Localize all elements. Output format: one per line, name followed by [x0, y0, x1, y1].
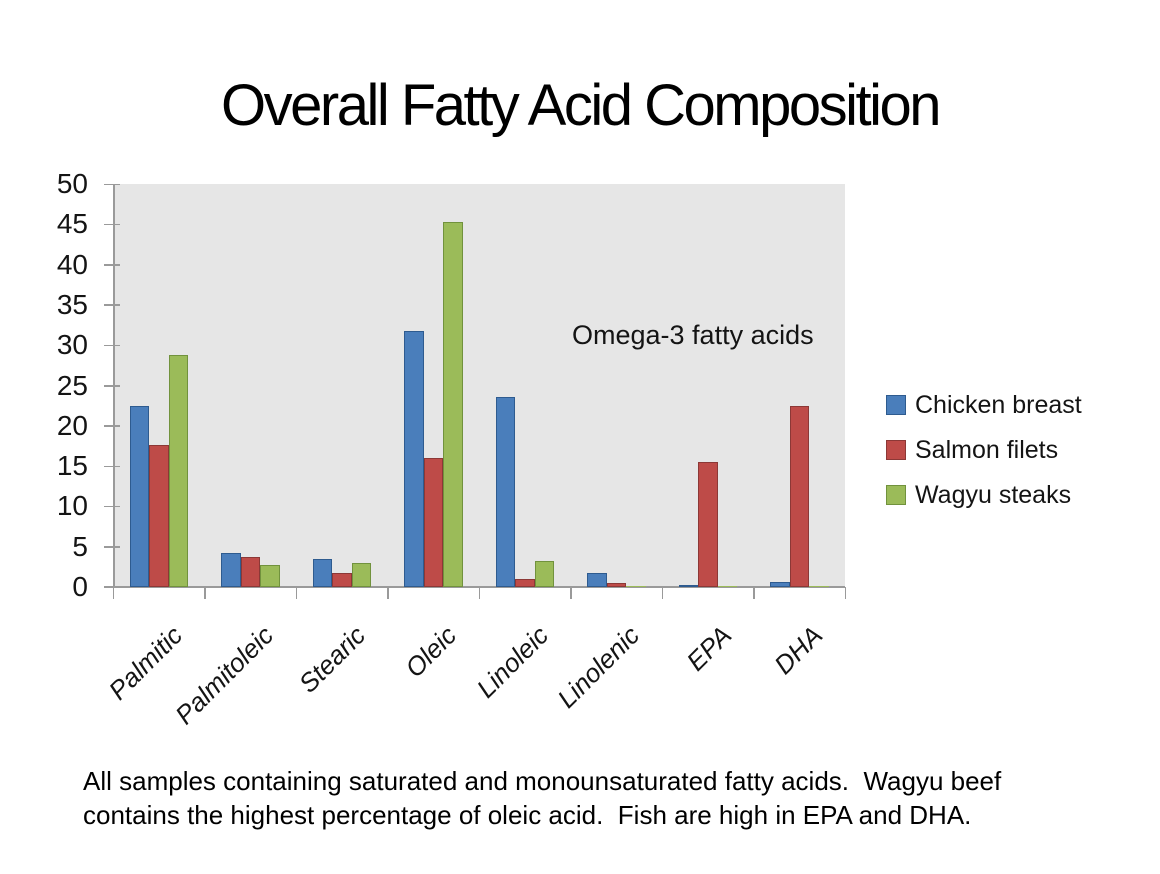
x-tick	[844, 587, 846, 599]
x-tick	[387, 587, 389, 599]
bar	[443, 221, 463, 587]
chart-title: Overall Fatty Acid Composition	[221, 73, 941, 138]
caption-line-2: contains the highest percentage of oleic…	[83, 800, 972, 830]
y-tick	[104, 183, 120, 185]
bar	[717, 586, 737, 587]
y-tick	[104, 264, 120, 266]
bar	[404, 330, 424, 587]
bar	[789, 405, 809, 587]
bar	[260, 565, 280, 587]
bar	[221, 553, 241, 587]
caption-line-1: All samples containing saturated and mon…	[83, 766, 1002, 796]
bar	[678, 584, 698, 587]
y-tick-label: 25	[56, 369, 88, 401]
legend-swatch	[886, 485, 906, 505]
bar	[515, 578, 535, 587]
x-tick	[753, 587, 755, 599]
bar	[129, 405, 149, 587]
bar	[240, 557, 260, 587]
x-tick	[112, 587, 114, 599]
bar	[495, 396, 515, 587]
y-tick	[104, 425, 120, 427]
legend-label: Wagyu steaks	[915, 480, 1072, 509]
x-tick	[570, 587, 572, 599]
y-tick-label: 5	[72, 530, 88, 562]
y-tick-label: 50	[56, 168, 88, 199]
y-tick-label: 20	[56, 409, 88, 441]
y-tick	[104, 385, 120, 387]
bar	[606, 582, 626, 587]
plot-area	[113, 184, 845, 587]
annotation-omega3: Omega-3 fatty acids	[572, 320, 814, 350]
legend-label: Chicken breast	[915, 390, 1082, 419]
y-tick	[104, 344, 120, 347]
x-tick	[204, 587, 206, 599]
bar	[698, 462, 718, 587]
legend-item: Salmon filets	[886, 435, 1082, 464]
x-tick	[661, 587, 663, 599]
y-tick-label: 15	[56, 450, 88, 482]
bar	[312, 558, 332, 587]
legend-item: Chicken breast	[886, 390, 1082, 419]
x-tick	[478, 587, 480, 599]
bar	[626, 586, 646, 587]
y-tick-label: 30	[56, 329, 88, 361]
legend: Chicken breast Salmon filets Wagyu steaks	[886, 390, 1082, 527]
bar	[770, 582, 790, 587]
legend-label: Salmon filets	[915, 435, 1059, 464]
bar	[332, 573, 352, 587]
y-tick	[104, 586, 120, 588]
y-tick	[104, 465, 120, 468]
y-tick-label: 35	[56, 288, 88, 320]
bar	[587, 573, 607, 587]
legend-item: Wagyu steaks	[886, 480, 1082, 509]
caption: All samples containing saturated and mon…	[83, 764, 1093, 832]
y-tick	[104, 304, 120, 306]
y-tick	[104, 546, 120, 548]
bar	[809, 586, 829, 587]
y-tick-label: 10	[56, 490, 88, 522]
y-tick-label: 45	[56, 208, 88, 240]
x-tick	[295, 587, 297, 599]
legend-swatch	[886, 440, 906, 460]
bar	[149, 445, 169, 587]
y-tick-label: 0	[72, 571, 88, 602]
y-tick-label: 40	[56, 248, 88, 280]
y-tick	[104, 223, 120, 226]
legend-swatch	[886, 395, 906, 415]
x-axis-line	[104, 586, 845, 588]
bar	[534, 561, 554, 587]
y-tick	[104, 505, 120, 508]
bar	[423, 458, 443, 587]
bar	[168, 354, 188, 587]
bar	[351, 562, 371, 587]
